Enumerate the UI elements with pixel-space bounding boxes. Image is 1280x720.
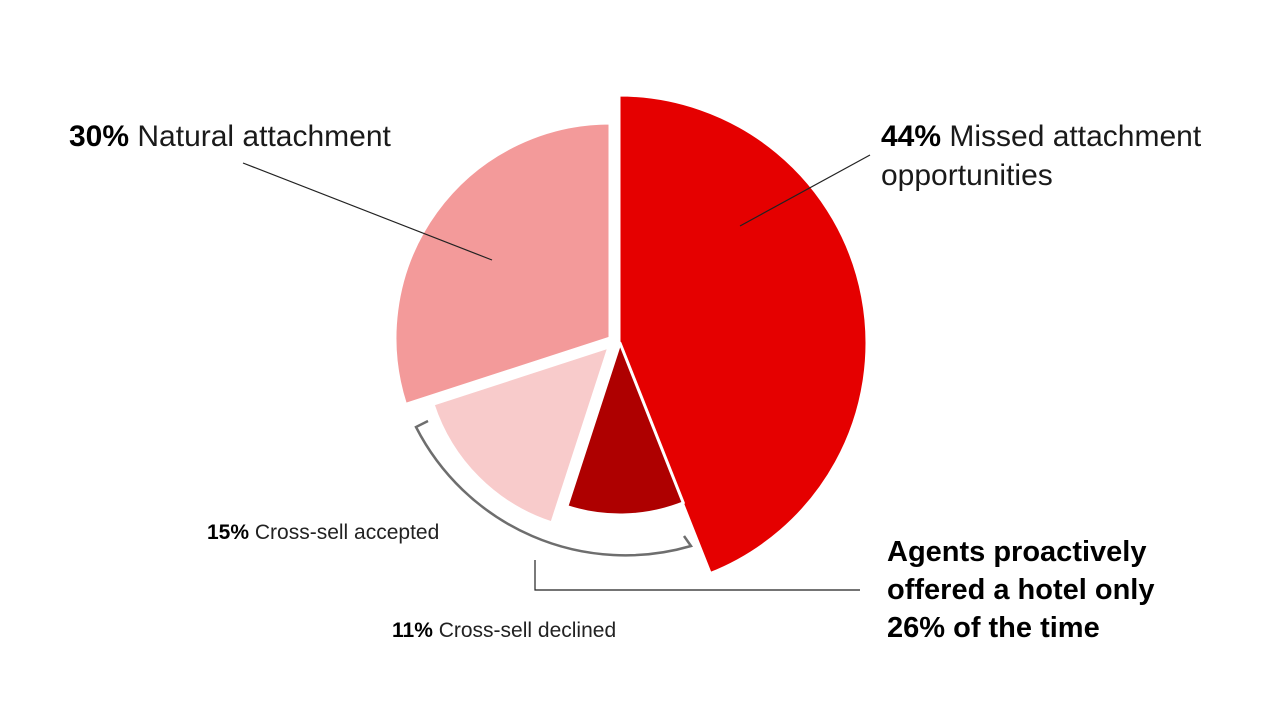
pie-slices — [393, 93, 869, 576]
label-missed-pct: 44% — [881, 120, 942, 153]
label-natural-pct: 30% — [69, 120, 130, 153]
label-accepted-pct: 15% — [207, 521, 250, 544]
pie-slice-natural — [393, 121, 612, 406]
callout-line-2: offered a hotel only — [887, 574, 1155, 606]
leader-line-missed — [739, 154, 871, 227]
pie-slice-declined — [565, 341, 685, 517]
label-missed: 44% Missed attachment opportunities — [881, 117, 1201, 195]
label-accepted-text: Cross-sell accepted — [254, 521, 440, 544]
callout-text: Agents proactively offered a hotel only … — [887, 533, 1247, 647]
pie-slice-missed — [617, 93, 869, 576]
label-declined-pct: 11% — [392, 619, 433, 642]
label-missed-text-1: Missed attachment — [949, 120, 1202, 153]
label-natural-text: Natural attachment — [137, 120, 391, 153]
label-natural: 30% Natural attachment — [69, 117, 391, 156]
label-missed-text-2: opportunities — [881, 159, 1053, 192]
pie-slice-accepted — [431, 345, 611, 525]
cross-sell-bracket — [414, 419, 694, 557]
leader-line-natural — [242, 162, 493, 261]
callout-line-3: 26% of the time — [887, 612, 1100, 644]
label-declined: 11% Cross-sell declined — [392, 618, 616, 644]
callout-line-1: Agents proactively — [887, 536, 1147, 568]
leader-line-callout — [534, 560, 860, 591]
label-accepted: 15% Cross-sell accepted — [207, 520, 439, 546]
label-declined-text: Cross-sell declined — [438, 619, 617, 642]
